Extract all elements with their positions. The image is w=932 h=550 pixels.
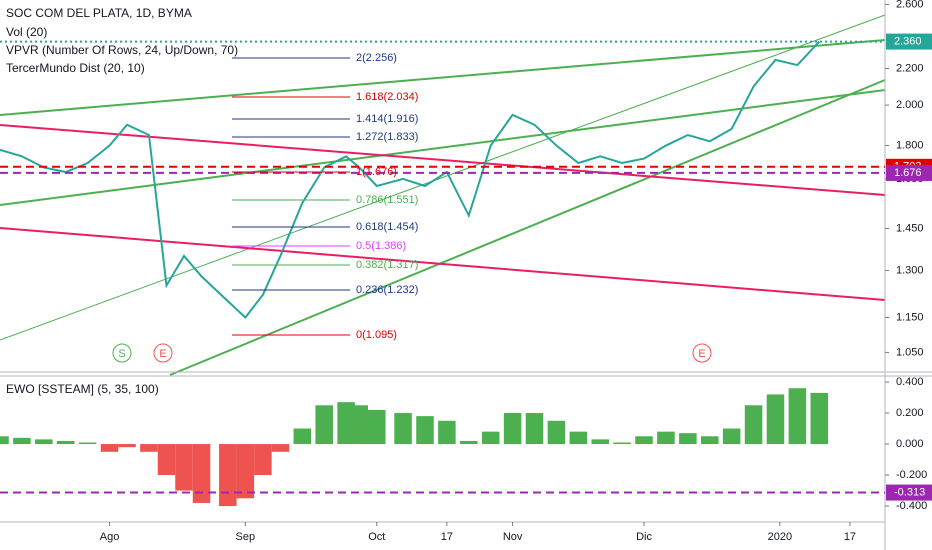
- fib-label: 1.272(1.833): [356, 131, 418, 143]
- event-label: S: [118, 348, 125, 360]
- x-tick-label: Nov: [503, 531, 523, 543]
- histogram-bar: [679, 433, 697, 445]
- histogram-bar: [219, 444, 237, 507]
- fib-label: 0(1.095): [356, 329, 397, 341]
- histogram-bar: [766, 394, 785, 445]
- fib-label: 1.618(2.034): [356, 91, 418, 103]
- fib-label: 2(2.256): [356, 52, 397, 64]
- histogram-bar: [613, 442, 631, 445]
- x-tick-label: Ago: [100, 531, 120, 543]
- price-tag: [886, 33, 932, 50]
- y-tick-label: -0.400: [896, 500, 927, 512]
- histogram-bar: [547, 420, 566, 445]
- indicator: TercerMundo Dist (20, 10): [6, 61, 145, 75]
- y-tick-label: -0.200: [896, 469, 927, 481]
- histogram-bar: [140, 444, 158, 452]
- x-tick-label: Oct: [368, 531, 385, 543]
- histogram-bar: [700, 436, 719, 445]
- event-label: E: [698, 348, 705, 360]
- y-tick-label: 2.200: [896, 62, 924, 74]
- histogram-bar: [368, 409, 386, 445]
- y-tick-label: 1.800: [896, 139, 924, 151]
- trend-lines: [0, 14, 886, 376]
- price-line: [0, 40, 821, 319]
- histogram-bar: [118, 444, 136, 448]
- fib-label: 0.618(1.454): [356, 221, 418, 233]
- price-label: 2.360: [894, 35, 922, 47]
- histogram-bar: [350, 405, 369, 445]
- histogram-bar: [35, 439, 53, 445]
- resistance-lines: [0, 124, 886, 301]
- fib-label: 0.236(1.232): [356, 284, 418, 296]
- histogram-bar: [236, 444, 255, 499]
- histogram-bar: [525, 413, 544, 445]
- event-marker: [692, 343, 712, 363]
- histogram-bar: [722, 428, 741, 445]
- histogram-bar: [438, 420, 456, 445]
- event-marker: [153, 343, 173, 363]
- y-tick-label: 2.600: [896, 0, 924, 10]
- histogram-bar: [460, 440, 478, 445]
- y-tick-label: 1.300: [896, 264, 924, 276]
- price-label: -0.313: [894, 486, 925, 498]
- histogram-bar: [810, 392, 829, 445]
- histogram-bar: [293, 428, 312, 445]
- x-tick-label: 2020: [768, 531, 792, 543]
- histogram-bar: [481, 431, 500, 445]
- y-tick-label: 2.000: [896, 99, 924, 111]
- histogram-bar: [635, 436, 653, 445]
- histogram-bar: [175, 444, 193, 491]
- histogram-bar: [503, 413, 522, 445]
- histogram-bar: [56, 440, 75, 445]
- header: SOC COM DEL PLATA, 1D, BYMA Vol (20) VPV…: [6, 6, 238, 396]
- y-tick-label: 0.400: [896, 376, 924, 388]
- histogram-bar: [788, 388, 807, 445]
- histogram-bar: [192, 444, 211, 503]
- histogram-bar: [13, 437, 31, 445]
- fib-label: 1(1.676): [356, 166, 397, 178]
- fib-label: 0.382(1.317): [356, 259, 418, 271]
- histogram-bar: [254, 444, 272, 476]
- event-label: E: [159, 348, 166, 360]
- event-marker: [112, 343, 132, 363]
- y-tick-label: 1.050: [896, 346, 924, 358]
- histogram-bar: [657, 431, 675, 445]
- x-tick-label: Dic: [636, 531, 652, 543]
- indicator: VPVR (Number Of Rows, 24, Up/Down, 70): [6, 43, 238, 57]
- fib-label: 1.414(1.916): [356, 113, 418, 125]
- histogram-bar: [337, 402, 355, 445]
- fib-label: 0.5(1.386): [356, 240, 406, 252]
- histogram-bar: [569, 431, 588, 445]
- histogram-bar: [100, 444, 119, 452]
- fib-label: 0.786(1.551): [356, 194, 418, 206]
- indicator: Vol (20): [6, 25, 47, 39]
- price-tag: [886, 164, 932, 181]
- histogram-bar: [744, 405, 763, 445]
- y-tick-label: 0.200: [896, 407, 924, 419]
- price-tag: [886, 484, 932, 501]
- histogram-bar: [416, 416, 434, 445]
- histogram-bar: [271, 444, 290, 452]
- y-tick-label: 1.150: [896, 311, 924, 323]
- chart-title: SOC COM DEL PLATA, 1D, BYMA: [6, 6, 192, 20]
- x-tick-label: 17: [844, 531, 856, 543]
- x-tick-label: 17: [441, 531, 453, 543]
- indicator: EWO [SSTEAM] (5, 35, 100): [6, 382, 159, 396]
- histogram-bar: [591, 439, 609, 445]
- histogram-bar: [394, 413, 412, 445]
- price-label: 1.676: [894, 167, 922, 179]
- x-tick-label: Sep: [236, 531, 256, 543]
- histogram-bar: [315, 405, 333, 445]
- histogram-bar: [157, 444, 176, 476]
- y-tick-label: 0.000: [896, 438, 924, 450]
- histogram-bar: [0, 436, 9, 445]
- histogram-bar: [78, 442, 97, 445]
- y-tick-label: 1.450: [896, 222, 924, 234]
